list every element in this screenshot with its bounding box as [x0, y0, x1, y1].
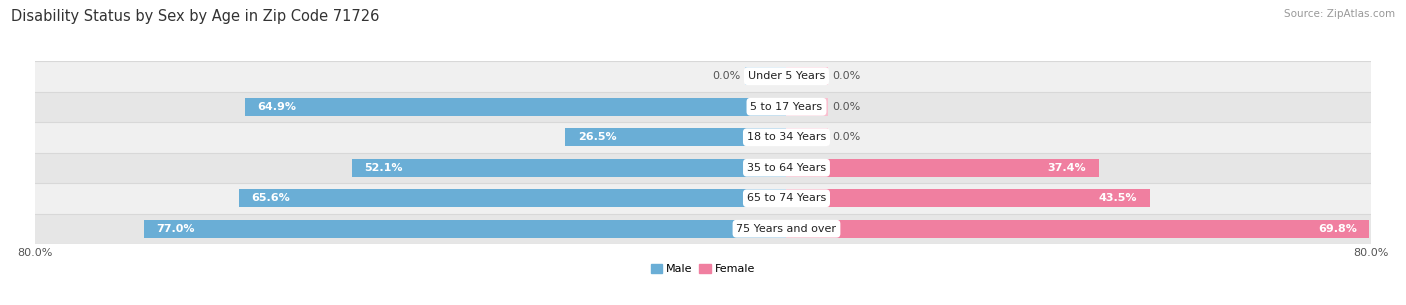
Bar [745, 67, 786, 85]
Bar [565, 128, 786, 146]
Bar [786, 220, 1369, 238]
Bar [786, 189, 1150, 207]
Text: 0.0%: 0.0% [832, 71, 860, 81]
Text: Under 5 Years: Under 5 Years [748, 71, 825, 81]
Bar [786, 128, 828, 146]
Text: 52.1%: 52.1% [364, 163, 402, 173]
Text: 65 to 74 Years: 65 to 74 Years [747, 193, 827, 203]
Legend: Male, Female: Male, Female [647, 260, 759, 279]
Bar [786, 98, 828, 116]
Bar [35, 183, 1371, 214]
Text: 35 to 64 Years: 35 to 64 Years [747, 163, 827, 173]
Bar [352, 159, 786, 177]
Bar [239, 189, 786, 207]
Text: 77.0%: 77.0% [156, 224, 194, 234]
Text: 69.8%: 69.8% [1317, 224, 1357, 234]
Text: 37.4%: 37.4% [1047, 163, 1087, 173]
Bar [245, 98, 786, 116]
Text: 0.0%: 0.0% [832, 132, 860, 142]
Bar [35, 122, 1371, 152]
Bar [35, 61, 1371, 92]
Text: 0.0%: 0.0% [713, 71, 741, 81]
Text: 43.5%: 43.5% [1098, 193, 1137, 203]
Bar [35, 92, 1371, 122]
Bar [786, 67, 828, 85]
Bar [143, 220, 786, 238]
Text: 0.0%: 0.0% [832, 102, 860, 112]
Text: 5 to 17 Years: 5 to 17 Years [751, 102, 823, 112]
Text: 64.9%: 64.9% [257, 102, 297, 112]
Bar [35, 214, 1371, 244]
Text: 75 Years and over: 75 Years and over [737, 224, 837, 234]
Bar [786, 159, 1098, 177]
Text: Disability Status by Sex by Age in Zip Code 71726: Disability Status by Sex by Age in Zip C… [11, 9, 380, 24]
Text: 65.6%: 65.6% [252, 193, 290, 203]
Text: Source: ZipAtlas.com: Source: ZipAtlas.com [1284, 9, 1395, 19]
Text: 26.5%: 26.5% [578, 132, 616, 142]
Text: 18 to 34 Years: 18 to 34 Years [747, 132, 827, 142]
Bar [35, 152, 1371, 183]
